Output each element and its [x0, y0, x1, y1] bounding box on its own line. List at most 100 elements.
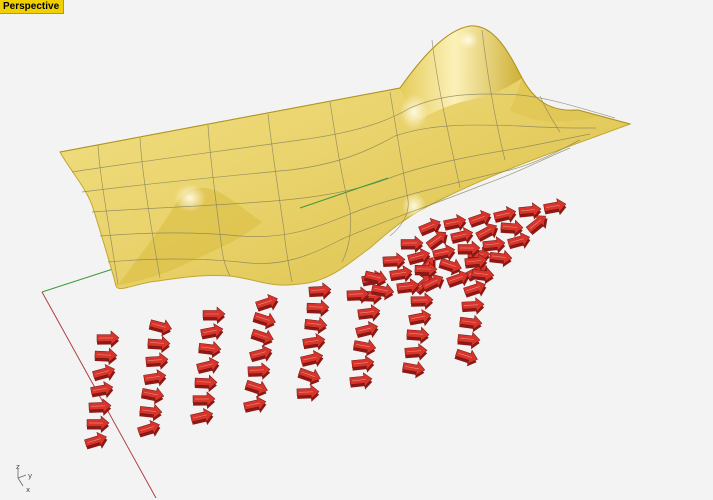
arrow-glyph-icon[interactable] [355, 320, 380, 342]
arrow-glyph-icon[interactable] [471, 266, 495, 286]
arrow-glyph-icon[interactable] [148, 316, 174, 338]
arrow-glyph-icon[interactable] [400, 235, 424, 253]
arrow-glyph-icon[interactable] [424, 227, 452, 254]
arrow-glyph-icon[interactable] [139, 403, 163, 422]
arrow-glyph-icon[interactable] [450, 226, 475, 248]
nurbs-surface[interactable] [59, 25, 632, 289]
arrow-glyph-icon[interactable] [357, 304, 381, 323]
arrow-glyph-icon[interactable] [453, 346, 479, 369]
arrow-glyph-icon[interactable] [192, 391, 216, 409]
arrow-glyph-icon[interactable] [136, 418, 162, 441]
arrow-glyph-icon[interactable] [196, 356, 221, 378]
arrow-top [439, 257, 462, 274]
arrow-highlight [502, 226, 518, 228]
arrow-highlight [354, 362, 369, 365]
arrow-highlight [201, 346, 215, 349]
arrow-glyph-icon[interactable] [190, 407, 215, 428]
arrow-field[interactable] [83, 197, 567, 453]
arrow-glyph-icon[interactable] [300, 349, 325, 371]
arrow-highlight [96, 354, 112, 356]
arrow-glyph-icon[interactable] [90, 380, 115, 401]
arrow-top [298, 367, 321, 384]
arrow-glyph-icon[interactable] [296, 365, 322, 388]
arrow-glyph-icon[interactable] [445, 268, 471, 291]
arrow-glyph-icon[interactable] [482, 236, 506, 255]
arrow-glyph-icon[interactable] [96, 330, 120, 348]
arrow-top [349, 372, 373, 388]
arrow-glyph-icon[interactable] [83, 430, 109, 453]
arrow-highlight [149, 342, 165, 344]
arrow-glyph-icon[interactable] [420, 271, 447, 296]
arrow-glyph-icon[interactable] [437, 255, 463, 278]
arrow-glyph-icon[interactable] [306, 299, 330, 318]
arrow-glyph-icon[interactable] [94, 347, 118, 366]
arrow-glyph-icon[interactable] [86, 415, 110, 434]
arrow-glyph-icon[interactable] [404, 343, 428, 361]
arrow-glyph-icon[interactable] [198, 340, 222, 360]
arrow-glyph-icon[interactable] [254, 292, 280, 315]
arrow-glyph-icon[interactable] [407, 246, 433, 268]
arrow-glyph-icon[interactable] [462, 278, 488, 301]
arrow-glyph-icon[interactable] [493, 205, 518, 227]
arrow-top [432, 244, 456, 259]
arrow-glyph-icon[interactable] [140, 385, 165, 406]
arrow-highlight [467, 260, 482, 263]
arrow-glyph-icon[interactable] [249, 326, 275, 349]
arrow-glyph-icon[interactable] [351, 355, 375, 374]
arrow-glyph-icon[interactable] [406, 326, 430, 345]
arrow-glyph-icon[interactable] [457, 240, 481, 259]
arrow-highlight [474, 272, 488, 275]
arrow-glyph-icon[interactable] [459, 314, 483, 334]
arrow-glyph-icon[interactable] [88, 398, 112, 417]
arrow-highlight [458, 352, 472, 358]
arrow-glyph-icon[interactable] [145, 352, 169, 370]
arrow-glyph-icon[interactable] [363, 268, 388, 290]
arrow-glyph-icon[interactable] [308, 282, 332, 300]
arrow-glyph-icon[interactable] [461, 297, 485, 315]
arrow-glyph-icon[interactable] [349, 372, 373, 391]
arrow-glyph-icon[interactable] [410, 292, 434, 310]
arrow-glyph-icon[interactable] [489, 249, 513, 268]
arrow-glyph-icon[interactable] [467, 208, 493, 231]
surface-highlight [458, 31, 478, 49]
arrow-glyph-icon[interactable] [500, 219, 524, 238]
arrow-glyph-icon[interactable] [414, 261, 438, 280]
arrow-highlight [435, 250, 449, 255]
arrow-glyph-icon[interactable] [382, 252, 406, 271]
arrow-glyph-icon[interactable] [396, 278, 420, 298]
arrow-glyph-icon[interactable] [249, 343, 275, 365]
arrow-glyph-icon[interactable] [370, 281, 395, 302]
arrow-glyph-icon[interactable] [352, 337, 377, 358]
arrow-glyph-icon[interactable] [389, 264, 413, 284]
arrow-glyph-icon[interactable] [543, 197, 568, 218]
arrow-glyph-icon[interactable] [464, 253, 488, 272]
arrow-glyph-icon[interactable] [143, 368, 167, 388]
viewport-title-tab[interactable]: Perspective [0, 0, 65, 14]
arrow-glyph-icon[interactable] [457, 331, 481, 350]
grid-y-axis-line [41, 267, 117, 293]
arrow-glyph-icon[interactable] [302, 332, 326, 352]
arrow-glyph-icon[interactable] [194, 374, 218, 393]
arrow-glyph-icon[interactable] [507, 230, 533, 252]
arrow-glyph-icon[interactable] [304, 316, 328, 336]
arrow-glyph-icon[interactable] [524, 211, 552, 238]
arrow-glyph-icon[interactable] [200, 322, 225, 343]
arrow-glyph-icon[interactable] [243, 395, 268, 416]
arrow-glyph-icon[interactable] [147, 335, 171, 354]
arrow-glyph-icon[interactable] [243, 377, 269, 400]
arrow-glyph-icon[interactable] [296, 384, 320, 403]
arrow-glyph-icon[interactable] [92, 362, 118, 384]
arrow-highlight [471, 216, 485, 222]
arrow-glyph-icon[interactable] [251, 309, 277, 332]
arrow-glyph-icon[interactable] [247, 362, 271, 381]
arrow-glyph-icon[interactable] [408, 308, 433, 329]
arrow-glyph-icon[interactable] [346, 286, 370, 305]
arrow-glyph-icon[interactable] [432, 243, 457, 264]
arrow-highlight [460, 337, 475, 340]
arrow-glyph-icon[interactable] [401, 359, 426, 380]
arrow-glyph-icon[interactable] [202, 306, 226, 324]
arrow-glyph-icon[interactable] [443, 213, 468, 234]
arrow-glyph-icon[interactable] [474, 220, 501, 245]
